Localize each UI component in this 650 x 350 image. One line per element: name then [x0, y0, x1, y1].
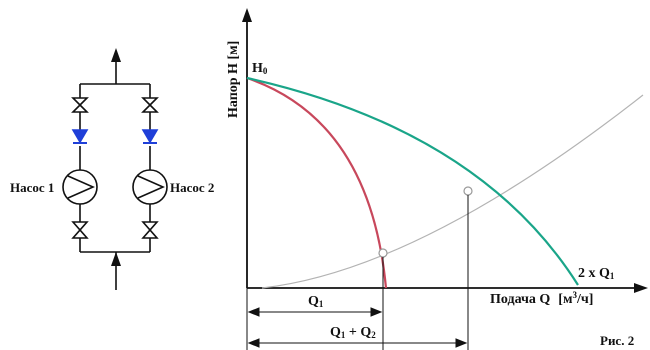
q1-label: Q1	[308, 294, 324, 309]
hq-graph	[242, 8, 648, 350]
figure-caption: Рис. 2	[600, 333, 634, 348]
pump-2-label: Насос 2	[170, 180, 214, 195]
qsum-dimension	[247, 338, 468, 348]
pump-1-icon	[62, 169, 98, 205]
parallel-curve-label: 2 x Q1	[578, 266, 615, 281]
q1-dimension	[247, 307, 383, 317]
operating-point-parallel	[463, 186, 473, 196]
parallel-pumps-curve	[246, 76, 579, 286]
x-axis-label: Подача Q [м3/ч]	[490, 290, 593, 307]
pump-2-icon	[132, 169, 168, 205]
operating-point-single	[378, 248, 388, 258]
top-valve-left-icon	[71, 97, 89, 113]
x-axis-arrow-icon	[634, 283, 648, 293]
bottom-valve-right-icon	[141, 221, 159, 239]
check-valve-right-icon	[141, 129, 159, 144]
pump-1-label: Насос 1	[10, 180, 54, 195]
h0-label: H0	[252, 61, 268, 76]
single-pump-curve	[246, 76, 388, 289]
bottom-valve-left-icon	[71, 221, 89, 239]
y-axis-arrow-icon	[242, 8, 252, 22]
y-axis-label: Напор H [м]	[226, 41, 241, 118]
top-valve-right-icon	[141, 97, 159, 113]
pump-schematic	[62, 48, 168, 290]
check-valve-left-icon	[71, 129, 89, 144]
qsum-label: Q1 + Q2	[330, 325, 376, 340]
outlet-arrow-icon	[111, 48, 121, 62]
system-curve	[261, 94, 644, 289]
inlet-arrow-icon	[111, 252, 121, 266]
